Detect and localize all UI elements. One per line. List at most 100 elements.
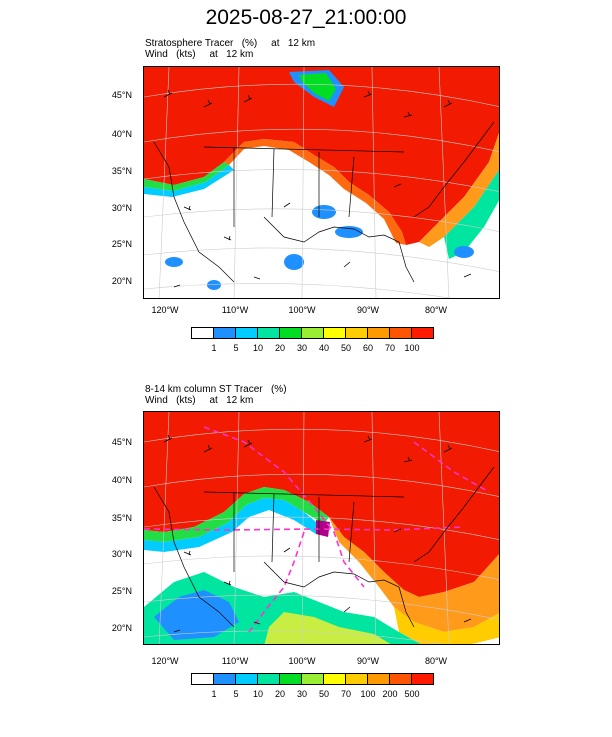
panel2-magenta-contours (144, 426, 490, 633)
colorbar-swatch (279, 673, 302, 685)
panel2-map (143, 411, 500, 645)
panel2-title-line1: 8-14 km column ST Tracer (%) (145, 384, 287, 395)
panel2-south-yellow (264, 612, 391, 644)
panel2-lon-label: 100°W (288, 656, 316, 666)
colorbar-swatch (345, 327, 368, 339)
colorbar-label: 20 (274, 343, 285, 353)
panel1-top-green (299, 73, 336, 101)
panel1-wind-barbs (163, 89, 472, 288)
colorbar-swatch (213, 673, 236, 685)
colorbar-swatch (257, 327, 280, 339)
panel1-blue-patch (312, 205, 336, 219)
panel2-lon-label: 80°W (424, 656, 448, 666)
colorbar-label: 1 (211, 689, 217, 699)
panel2-red-region (144, 412, 499, 597)
colorbar-label: 100 (360, 689, 376, 699)
panel1-lon-label: 100°W (288, 305, 316, 315)
colorbar-label: 100 (404, 343, 420, 353)
panel1-red-region (144, 67, 499, 245)
colorbar-swatch (411, 327, 434, 339)
colorbar-label: 30 (296, 343, 307, 353)
panel1-blue-patch (284, 254, 304, 270)
colorbar-label: 200 (382, 689, 398, 699)
panel2-lat-label: 40°N (111, 475, 132, 485)
panel1-coastlines (153, 121, 495, 283)
panel1-map-svg (144, 67, 499, 298)
panel1-title-line1: Stratosphere Tracer (%) at 12 km (145, 38, 316, 49)
panel2-colorbar (191, 673, 434, 685)
colorbar-label: 60 (362, 343, 373, 353)
colorbar-swatch (257, 673, 280, 685)
colorbar-label: 10 (252, 689, 263, 699)
panel1-green-fringe (144, 162, 229, 191)
panel2-lon-label: 110°W (221, 656, 249, 666)
panel2-lon-label: 120°W (151, 656, 179, 666)
colorbar-label: 10 (252, 343, 263, 353)
panel2-orange-region (329, 517, 499, 632)
panel1-grid (144, 67, 499, 298)
colorbar-swatch (389, 327, 412, 339)
panel2-lat-label: 30°N (111, 549, 132, 559)
panel2-lat-label: 45°N (111, 437, 132, 447)
colorbar-swatch (323, 673, 346, 685)
colorbar-label: 50 (318, 689, 329, 699)
colorbar-swatch (279, 327, 302, 339)
panel2-center-purple (316, 520, 330, 537)
panel2-title-line2: Wind (kts) at 12 km (145, 395, 254, 406)
page-title: 2025-08-27_21:00:00 (205, 6, 407, 29)
colorbar-swatch (345, 673, 368, 685)
panel2-coastlines (153, 466, 495, 628)
panel2-cyan-fringe (144, 498, 322, 552)
panel2-lat-label: 25°N (111, 586, 132, 596)
colorbar-label: 5 (233, 343, 239, 353)
panel2-map-svg (144, 412, 499, 644)
panel2-wind-barbs (163, 434, 472, 633)
colorbar-swatch (367, 673, 390, 685)
panel2-lat-label: 35°N (111, 513, 132, 523)
panel1-lat-label: 25°N (111, 239, 132, 249)
panel1-lat-label: 30°N (111, 203, 132, 213)
panel1-lat-label: 40°N (111, 129, 132, 139)
colorbar-label: 70 (340, 689, 351, 699)
panel1-lat-label: 35°N (111, 166, 132, 176)
panel1-lon-label: 110°W (221, 305, 249, 315)
colorbar-label: 500 (404, 689, 420, 699)
colorbar-label: 50 (340, 343, 351, 353)
colorbar-swatch (191, 673, 214, 685)
panel1-colorbar (191, 327, 434, 339)
colorbar-swatch (323, 327, 346, 339)
panel2-lon-label: 90°W (356, 656, 380, 666)
colorbar-label: 40 (318, 343, 329, 353)
panel1-east-green (444, 169, 499, 259)
panel1-lon-label: 80°W (424, 305, 448, 315)
panel1-lon-label: 90°W (356, 305, 380, 315)
colorbar-swatch (235, 327, 258, 339)
panel2-yellow-region (394, 607, 499, 644)
panel1-blue-patch (335, 226, 363, 238)
colorbar-swatch (367, 327, 390, 339)
colorbar-swatch (235, 673, 258, 685)
panel1-blue-patch (165, 257, 183, 267)
colorbar-label: 70 (384, 343, 395, 353)
colorbar-swatch (301, 327, 324, 339)
panel1-cyan-fringe (144, 165, 234, 197)
colorbar-label: 5 (233, 689, 239, 699)
colorbar-label: 1 (211, 343, 217, 353)
colorbar-swatch (301, 673, 324, 685)
panel1-lon-label: 120°W (151, 305, 179, 315)
panel2-south-blue (154, 590, 239, 640)
panel1-title-line2: Wind (kts) at 12 km (145, 49, 254, 60)
panel1-orange-east (419, 132, 499, 247)
panel1-blue-patch (454, 246, 474, 258)
colorbar-swatch (389, 673, 412, 685)
panel1-lat-label: 20°N (111, 276, 132, 286)
panel1-orange-band (224, 139, 406, 245)
panel1-lat-label: 45°N (111, 90, 132, 100)
colorbar-label: 20 (274, 689, 285, 699)
colorbar-swatch (213, 327, 236, 339)
panel1-blue-patch (207, 280, 221, 290)
colorbar-swatch (411, 673, 434, 685)
panel2-lat-label: 20°N (111, 623, 132, 633)
panel1-map (143, 66, 500, 299)
colorbar-swatch (191, 327, 214, 339)
